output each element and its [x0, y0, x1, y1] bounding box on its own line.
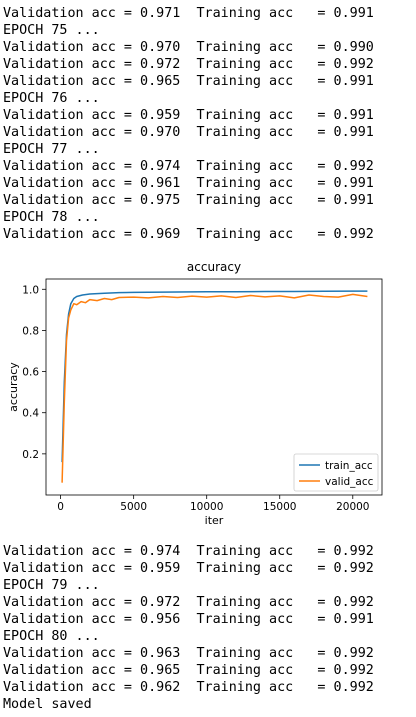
log-line: EPOCH 76 ... [3, 91, 100, 106]
log-line: Validation acc = 0.971 Training acc = 0.… [3, 6, 374, 21]
log-line: Validation acc = 0.965 Training acc = 0.… [3, 74, 374, 89]
y-axis-label: accuracy [7, 362, 20, 412]
chart-title: accuracy [187, 260, 241, 274]
y-axis-ticks: 0.2 0.4 0.6 0.8 1.0 [22, 284, 46, 461]
y-tick-label: 0.4 [22, 408, 39, 420]
x-tick-label: 15000 [263, 501, 296, 513]
log-line: Validation acc = 0.962 Training acc = 0.… [3, 680, 374, 695]
legend-label-valid-acc: valid_acc [325, 476, 374, 488]
accuracy-chart: accuracy 0 5000 10000 15000 20000 0.20.40.60… [7, 260, 383, 527]
y-tick-label: 1.0 [22, 284, 39, 296]
log-line: Validation acc = 0.970 Training acc = 0.… [3, 40, 374, 55]
log-line: Validation acc = 0.970 Training acc = 0.… [3, 125, 374, 140]
output-log-top: Validation acc = 0.971 Training acc = 0.… [0, 5, 374, 243]
log-line: EPOCH 78 ... [3, 210, 100, 225]
y-tick-label: 0.6 [22, 367, 39, 379]
x-tick-label: 10000 [190, 501, 223, 513]
log-line: EPOCH 80 ... [3, 629, 100, 644]
series-lines [61, 290, 368, 483]
x-tick-label: 0 [57, 501, 64, 513]
log-line: EPOCH 77 ... [3, 142, 100, 157]
x-axis-label: iter [205, 514, 224, 527]
series-line-train-acc [61, 290, 368, 463]
y-tick-label: 0.8 [22, 325, 39, 337]
plot-area [45, 278, 383, 496]
log-line: Validation acc = 0.972 Training acc = 0.… [3, 595, 374, 610]
series-line-valid-acc [61, 293, 368, 483]
log-line: Validation acc = 0.974 Training acc = 0.… [3, 544, 374, 559]
log-line: Validation acc = 0.974 Training acc = 0.… [3, 159, 374, 174]
log-line: Model saved [3, 697, 92, 712]
log-line: Validation acc = 0.965 Training acc = 0.… [3, 663, 374, 678]
legend-label-train-acc: train_acc [325, 460, 373, 472]
log-line: Validation acc = 0.961 Training acc = 0.… [3, 176, 374, 191]
log-line: Validation acc = 0.959 Training acc = 0.… [3, 108, 374, 123]
x-tick-label: 5000 [120, 501, 147, 513]
log-line: Validation acc = 0.972 Training acc = 0.… [3, 57, 374, 72]
log-line: Validation acc = 0.969 Training acc = 0.… [3, 227, 374, 242]
log-line: Validation acc = 0.975 Training acc = 0.… [3, 193, 374, 208]
legend: train_acc valid_acc [293, 453, 379, 492]
x-tick-label: 20000 [336, 501, 369, 513]
output-log-bottom: Validation acc = 0.974 Training acc = 0.… [0, 543, 374, 713]
log-line: EPOCH 79 ... [3, 578, 100, 593]
x-axis-ticks: 0 5000 10000 15000 20000 [57, 495, 369, 513]
y-tick-label: 0.2 [22, 449, 39, 461]
log-line: Validation acc = 0.956 Training acc = 0.… [3, 612, 374, 627]
log-line: EPOCH 75 ... [3, 23, 100, 38]
log-line: Validation acc = 0.963 Training acc = 0.… [3, 646, 374, 661]
log-line: Validation acc = 0.959 Training acc = 0.… [3, 561, 374, 576]
